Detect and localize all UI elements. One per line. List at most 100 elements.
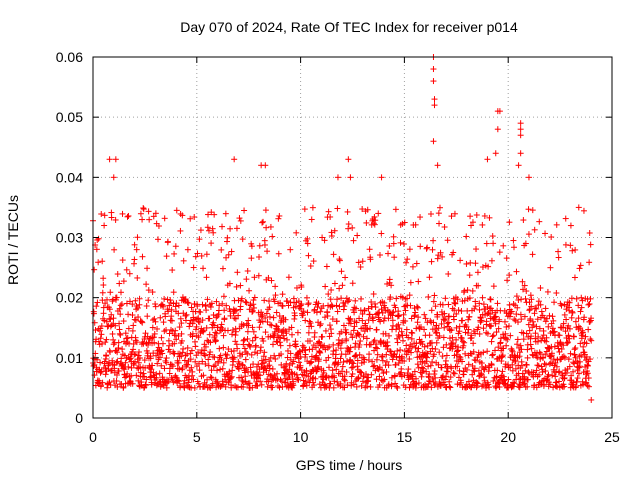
data-point: [223, 254, 230, 261]
data-point: [438, 320, 445, 327]
data-point: [219, 365, 226, 372]
data-point: [379, 366, 386, 373]
data-point: [272, 356, 279, 363]
data-point: [223, 302, 230, 309]
data-point: [308, 216, 315, 223]
data-point: [546, 312, 553, 319]
data-point: [188, 347, 195, 354]
data-point: [95, 259, 102, 266]
data-point: [460, 342, 467, 349]
data-point: [307, 263, 314, 270]
data-point: [117, 302, 124, 309]
data-point: [348, 359, 355, 366]
data-point: [146, 335, 153, 342]
data-point: [135, 359, 142, 366]
data-point: [400, 311, 407, 318]
data-point: [563, 369, 570, 376]
data-point: [156, 370, 163, 377]
data-point: [195, 349, 202, 356]
data-point: [152, 300, 159, 307]
data-point: [561, 383, 568, 390]
data-point: [526, 327, 533, 334]
data-point: [524, 383, 531, 390]
data-point: [302, 378, 309, 385]
data-point: [135, 314, 142, 321]
data-point: [370, 290, 377, 297]
data-point: [510, 237, 517, 244]
data-point: [319, 333, 326, 340]
data-point: [322, 283, 329, 290]
data-point: [225, 346, 232, 353]
data-point: [472, 357, 479, 364]
data-point: [149, 324, 156, 331]
data-point: [436, 332, 443, 339]
data-point: [376, 373, 383, 380]
data-point: [395, 312, 402, 319]
data-point: [567, 242, 574, 249]
data-point: [556, 368, 563, 375]
data-point: [269, 233, 276, 240]
data-point: [414, 319, 421, 326]
data-point: [509, 361, 516, 368]
data-point: [251, 304, 258, 311]
data-point: [277, 342, 284, 349]
data-point: [394, 384, 401, 391]
data-point: [480, 325, 487, 332]
data-point: [567, 222, 574, 229]
data-point: [392, 206, 399, 213]
data-point: [548, 350, 555, 357]
data-point: [141, 373, 148, 380]
data-point: [274, 382, 281, 389]
data-point: [412, 384, 419, 391]
data-point: [173, 336, 180, 343]
data-point: [336, 256, 343, 263]
data-point: [391, 254, 398, 261]
y-tick-label: 0.03: [56, 230, 83, 246]
data-point: [220, 344, 227, 351]
data-point: [552, 359, 559, 366]
data-point: [293, 343, 300, 350]
data-point: [522, 367, 529, 374]
data-point: [428, 258, 435, 265]
data-point: [382, 330, 389, 337]
data-point: [370, 220, 377, 227]
data-point: [367, 256, 374, 263]
data-point: [261, 349, 268, 356]
data-point: [163, 253, 170, 260]
data-point: [561, 375, 568, 382]
data-point: [149, 289, 156, 296]
data-point: [272, 292, 279, 299]
data-point: [164, 296, 171, 303]
data-point: [221, 307, 228, 314]
data-point: [390, 350, 397, 357]
data-point: [538, 308, 545, 315]
data-point: [526, 306, 533, 313]
data-point: [450, 316, 457, 323]
data-point: [349, 370, 356, 377]
data-point: [284, 298, 291, 305]
data-point: [569, 247, 576, 254]
data-point: [195, 380, 202, 387]
data-point: [195, 334, 202, 341]
data-point: [466, 295, 473, 302]
data-point: [143, 376, 150, 383]
data-point: [317, 320, 324, 327]
data-point: [99, 289, 106, 296]
data-point: [273, 338, 280, 345]
data-point: [431, 368, 438, 375]
data-point: [437, 249, 444, 256]
data-point: [129, 312, 136, 319]
data-point: [190, 264, 197, 271]
data-point: [355, 259, 362, 266]
data-point: [268, 277, 275, 284]
data-point: [343, 329, 350, 336]
data-point: [512, 365, 519, 372]
data-point: [303, 294, 310, 301]
data-point: [190, 376, 197, 383]
data-point: [486, 214, 493, 221]
data-point: [458, 379, 465, 386]
data-point: [239, 351, 246, 358]
data-point: [321, 237, 328, 244]
data-point: [323, 384, 330, 391]
data-point: [233, 225, 240, 232]
